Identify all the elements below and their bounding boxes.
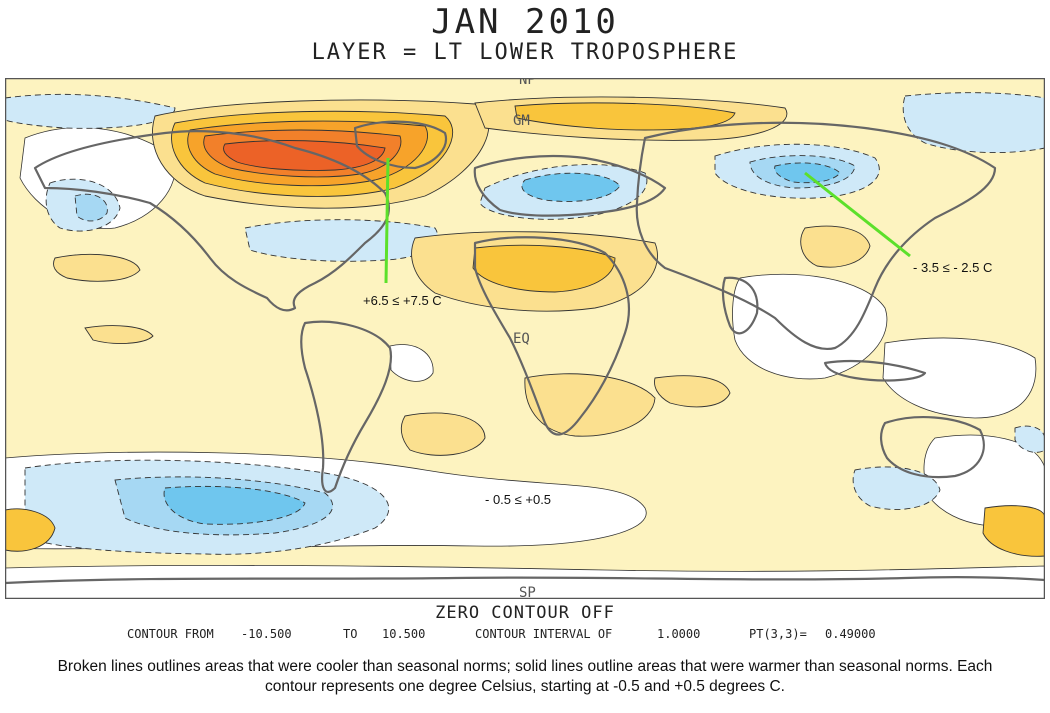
outline-europe bbox=[473, 154, 667, 217]
warm-south-pacific-west bbox=[5, 508, 56, 552]
warm-pacific-blob-2 bbox=[84, 325, 154, 344]
pt-label: PT(3,3)= bbox=[749, 627, 807, 641]
warm-china bbox=[800, 225, 871, 268]
temperature-anomaly-map: NP GM EQ SP +6.5 ≤ +7.5 C - 3.5 ≤ - 2.5 … bbox=[5, 78, 1045, 599]
warm-south-atlantic bbox=[400, 412, 486, 456]
cool-zones bbox=[5, 92, 1045, 555]
outline-asia bbox=[635, 121, 997, 351]
map-subtitle: LAYER = LT LOWER TROPOSPHERE bbox=[311, 40, 739, 65]
cool-arctic-west bbox=[5, 93, 176, 129]
contour-interval-value: 1.0000 bbox=[657, 627, 701, 641]
warm-south-indian bbox=[982, 505, 1045, 557]
neutral-asia bbox=[732, 273, 888, 380]
south-pole-label: SP bbox=[519, 585, 536, 599]
warm-asia-north-inner bbox=[514, 102, 736, 131]
cool-europe-core bbox=[521, 172, 621, 202]
contour-to-label: TO bbox=[343, 627, 358, 641]
warm-zones bbox=[5, 96, 1045, 557]
cool-siberia-core bbox=[774, 162, 841, 184]
outline-antarctica bbox=[5, 576, 1045, 585]
outline-africa bbox=[473, 236, 630, 436]
zero-contour-note: ZERO CONTOUR OFF bbox=[435, 603, 615, 623]
warm-north-africa-inner bbox=[472, 244, 616, 293]
map-frame bbox=[5, 78, 1045, 599]
contour-interval-label: CONTOUR INTERVAL OF bbox=[475, 627, 613, 641]
warm-max-pointer bbox=[384, 157, 390, 284]
outline-north-america bbox=[33, 130, 390, 312]
neutral-polar-south bbox=[5, 564, 1045, 599]
outline-india bbox=[721, 276, 759, 335]
cool-us bbox=[244, 219, 438, 262]
cool-south-pacific-east bbox=[852, 466, 941, 510]
warm-indian-ocean bbox=[654, 375, 731, 408]
outline-south-america bbox=[300, 320, 393, 493]
continent-outlines bbox=[5, 120, 1045, 585]
outline-indonesia bbox=[823, 359, 927, 382]
outline-greenland bbox=[353, 120, 448, 170]
neutral-indian-ocean bbox=[882, 337, 1037, 419]
cool-australia-east bbox=[1014, 425, 1045, 453]
neutral-south-america bbox=[389, 344, 434, 382]
warm-arctic-max bbox=[223, 140, 386, 171]
warm-pacific-blob-1 bbox=[53, 253, 141, 282]
cold-max-annotation: - 3.5 ≤ - 2.5 C bbox=[913, 260, 992, 275]
map-caption: Broken lines outlines areas that were co… bbox=[57, 658, 993, 695]
greenwich-meridian-label: GM bbox=[513, 113, 530, 129]
cool-north-pacific-core bbox=[74, 193, 108, 222]
contour-from-label: CONTOUR FROM bbox=[127, 627, 214, 641]
outline-australia bbox=[880, 416, 985, 479]
cold-max-pointer bbox=[804, 171, 911, 258]
contour-from-value: -10.500 bbox=[241, 627, 292, 641]
map-title: JAN 2010 bbox=[431, 2, 619, 42]
equator-label: EQ bbox=[513, 331, 530, 347]
pt-value: 0.49000 bbox=[825, 627, 876, 641]
neutral-annotation: - 0.5 ≤ +0.5 bbox=[485, 492, 551, 507]
contour-to-value: 10.500 bbox=[382, 627, 426, 641]
north-pole-label: NP bbox=[519, 78, 536, 88]
cool-southern-ocean-core bbox=[163, 485, 306, 525]
cool-arctic-east bbox=[902, 92, 1045, 154]
warm-max-annotation: +6.5 ≤ +7.5 C bbox=[363, 293, 442, 308]
